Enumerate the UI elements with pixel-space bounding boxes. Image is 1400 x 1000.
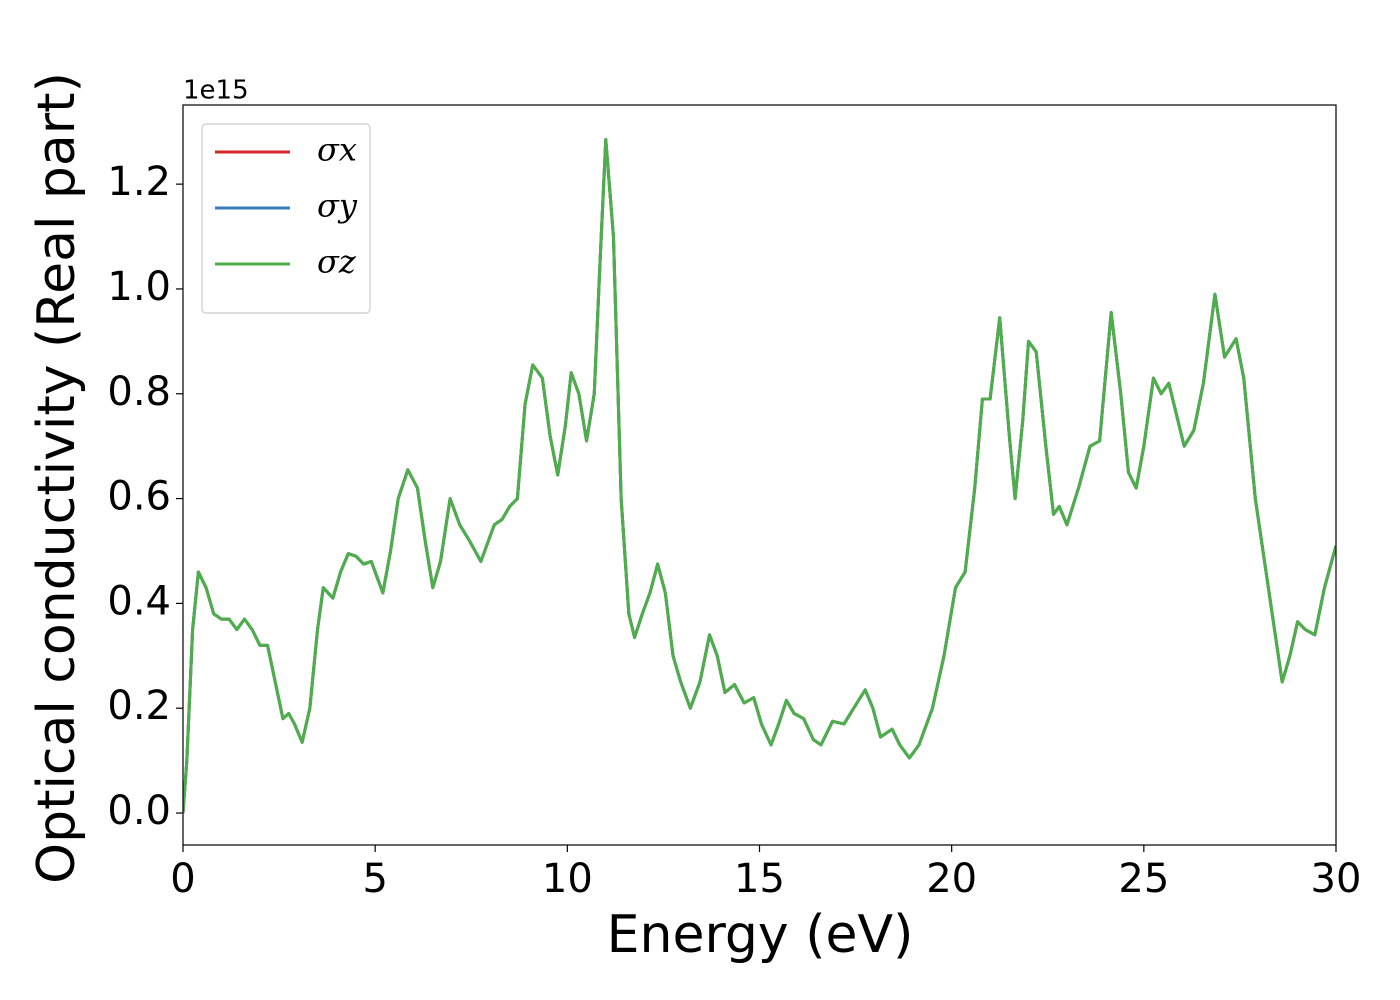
y-tick-label: 0.6: [107, 474, 171, 520]
y-axis-label: Optical conductivity (Real part): [27, 72, 87, 884]
y-tick-label: 1.2: [107, 159, 171, 205]
x-tick-label: 30: [1311, 856, 1362, 902]
legend-box: [201, 123, 371, 314]
x-tick-label: 10: [542, 856, 593, 902]
y-tick-label: 0.0: [107, 788, 171, 834]
x-tick-label: 20: [926, 856, 977, 902]
y-tick-label: 0.8: [107, 369, 171, 415]
x-tick-label: 15: [734, 856, 785, 902]
plot-frame: [182, 104, 1337, 846]
x-axis-label: Energy (eV): [607, 905, 914, 965]
y-tick-label: 0.2: [107, 683, 171, 729]
legend-label: σy: [317, 187, 358, 225]
x-tick-label: 25: [1118, 856, 1169, 902]
legend-label: σz: [317, 243, 357, 281]
y-tick-label: 1.0: [107, 264, 171, 310]
y-tick-label: 0.4: [107, 578, 171, 624]
x-tick-label: 5: [362, 856, 387, 902]
line-series: [183, 138, 1336, 814]
y-offset-label: 1e15: [183, 76, 249, 106]
legend-label: σx: [317, 131, 357, 169]
x-tick-label: 0: [170, 856, 195, 902]
